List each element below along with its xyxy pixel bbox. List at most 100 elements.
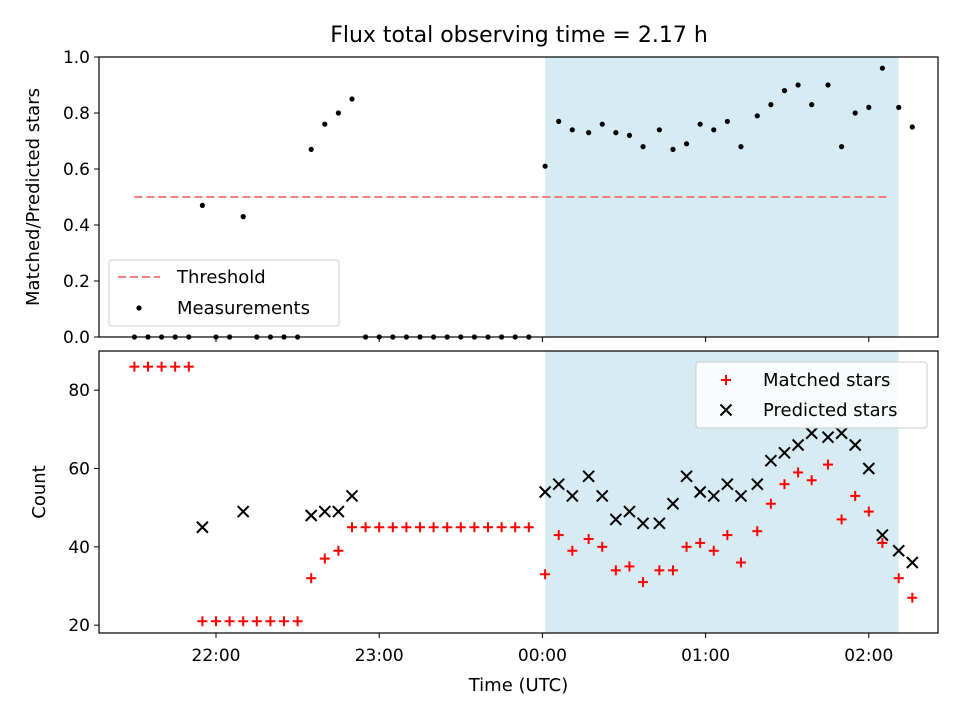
matched-point	[765, 498, 776, 509]
x-tick-label: 00:00	[518, 646, 567, 666]
predicted-point	[636, 517, 650, 530]
matched-point	[510, 522, 521, 533]
measurement-point	[670, 146, 676, 152]
measurement-point	[768, 102, 774, 108]
matched-point	[722, 530, 733, 541]
predicted-point	[805, 427, 818, 440]
predicted-point	[680, 470, 693, 483]
matched-point	[907, 592, 918, 603]
bottom-plot-frame	[98, 350, 939, 634]
predicted-point-b	[721, 477, 734, 491]
predicted-point-b	[623, 505, 636, 518]
matched-point	[567, 545, 578, 556]
matched-point	[183, 361, 194, 372]
predicted-point-b	[734, 489, 748, 503]
legend-measurements-swatch	[136, 305, 142, 311]
matched-point	[806, 475, 817, 486]
measurement-point	[599, 121, 605, 127]
predicted-point-b	[835, 427, 848, 440]
predicted-point-b	[876, 528, 889, 542]
matched-point	[360, 522, 371, 533]
matched-point	[540, 569, 551, 580]
x-axis-label: Time (UTC)	[468, 675, 569, 696]
matched-point	[624, 561, 635, 572]
matched-point	[681, 541, 692, 552]
top-legend: Threshold Measurements	[108, 259, 340, 327]
measurement-point	[240, 214, 246, 220]
ratio-panel: 0.0 0.2 0.4 0.6 0.8 1.0 Matched/Predicted sta…	[23, 48, 939, 348]
bottom-y-tick-label: 40	[68, 538, 90, 558]
predicted-point	[236, 505, 250, 518]
predicted-point	[332, 505, 345, 518]
measurement-point	[795, 82, 801, 88]
predicted-point-b	[318, 505, 332, 518]
measurement-point	[640, 144, 646, 150]
matched-point	[347, 522, 357, 533]
predicted-point-b	[862, 462, 876, 475]
measurement-point	[556, 118, 562, 124]
measurement-point	[626, 132, 633, 138]
top-y-tick-label: 0.0	[63, 328, 90, 348]
predicted-point-b	[666, 497, 680, 510]
matched-point	[638, 577, 649, 588]
predicted-point-b	[596, 489, 609, 503]
predicted-point-b	[892, 544, 905, 557]
legend-threshold-label: Threshold	[176, 267, 266, 288]
top-axis-ticks: 0.0 0.2 0.4 0.6 0.8 1.0	[63, 48, 870, 348]
predicted-point-b	[304, 509, 318, 522]
measurement-point	[754, 113, 760, 119]
predicted-point	[304, 509, 318, 522]
predicted-point-b	[538, 485, 552, 499]
matched-point	[374, 522, 385, 533]
matched-point	[265, 616, 276, 627]
legend-predicted-marker	[719, 403, 733, 417]
predicted-point	[538, 485, 552, 499]
predicted-point-b	[609, 513, 623, 526]
top-y-tick-label: 0.4	[63, 216, 90, 236]
legend-matched-swatch	[721, 375, 731, 385]
predicted-point	[653, 517, 666, 530]
predicted-point	[623, 505, 636, 518]
predicted-point	[791, 438, 805, 452]
measurement-point	[866, 104, 872, 110]
predicted-point-b	[906, 556, 919, 569]
matched-point	[143, 361, 153, 372]
bottom-y-tick-label: 80	[68, 381, 90, 401]
matched-point	[877, 537, 888, 548]
matched-point	[523, 522, 534, 533]
measurement-point	[724, 118, 730, 124]
matched-point	[306, 573, 317, 584]
predicted-point	[751, 477, 764, 491]
x-tick-label: 22:00	[192, 646, 241, 666]
matched-point	[779, 479, 790, 490]
measurement-point	[349, 96, 355, 102]
measurement-point	[738, 144, 744, 150]
predicted-point	[666, 497, 680, 510]
measurement-point	[308, 146, 314, 152]
measurement-point	[586, 130, 592, 136]
matched-point	[654, 565, 665, 576]
measurement-point	[569, 127, 575, 133]
matched-point	[170, 361, 181, 372]
predicted-point	[345, 489, 359, 503]
measurement-point	[781, 88, 788, 94]
bottom-y-axis-label: Count	[29, 465, 50, 518]
predicted-point	[821, 430, 835, 444]
matched-point	[129, 361, 140, 372]
measurement-point	[852, 110, 858, 116]
matched-point	[387, 522, 398, 533]
matched-point	[793, 467, 804, 478]
predicted-point-b	[791, 438, 805, 452]
predicted-point-b	[653, 517, 666, 530]
matched-point	[610, 565, 621, 576]
top-y-tick-label: 0.8	[63, 104, 90, 124]
legend-predicted-marker-b	[719, 403, 733, 417]
predicted-point	[707, 489, 720, 503]
legend-matched-marker	[721, 375, 731, 385]
predicted-point-b	[821, 430, 835, 444]
matched-point	[455, 522, 466, 533]
predicted-point-b	[778, 446, 791, 460]
matched-point	[496, 522, 507, 533]
predicted-point-b	[805, 427, 818, 440]
